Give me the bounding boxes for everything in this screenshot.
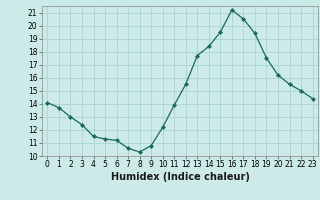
X-axis label: Humidex (Indice chaleur): Humidex (Indice chaleur) <box>111 172 249 182</box>
